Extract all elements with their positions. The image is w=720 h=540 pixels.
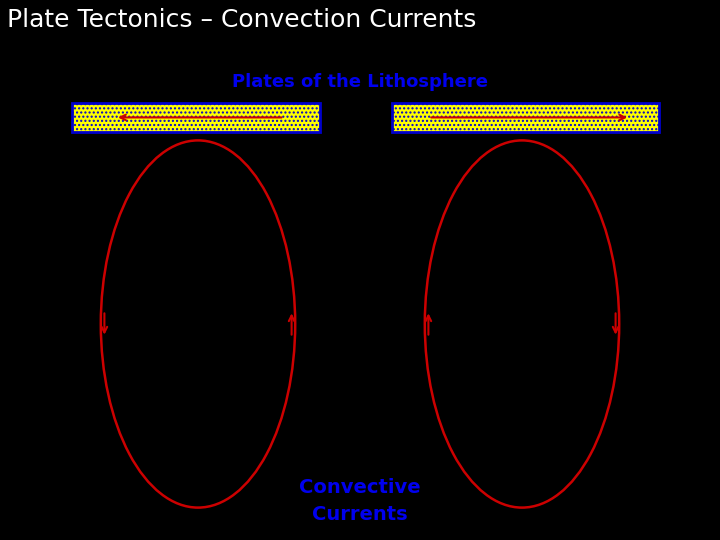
Text: Currents: Currents xyxy=(312,505,408,524)
Bar xyxy=(392,103,659,132)
Text: Plate Tectonics – Convection Currents: Plate Tectonics – Convection Currents xyxy=(7,8,477,32)
Bar xyxy=(72,103,320,132)
Text: Plates of the Lithosphere: Plates of the Lithosphere xyxy=(232,73,488,91)
Text: Convective: Convective xyxy=(300,478,420,497)
